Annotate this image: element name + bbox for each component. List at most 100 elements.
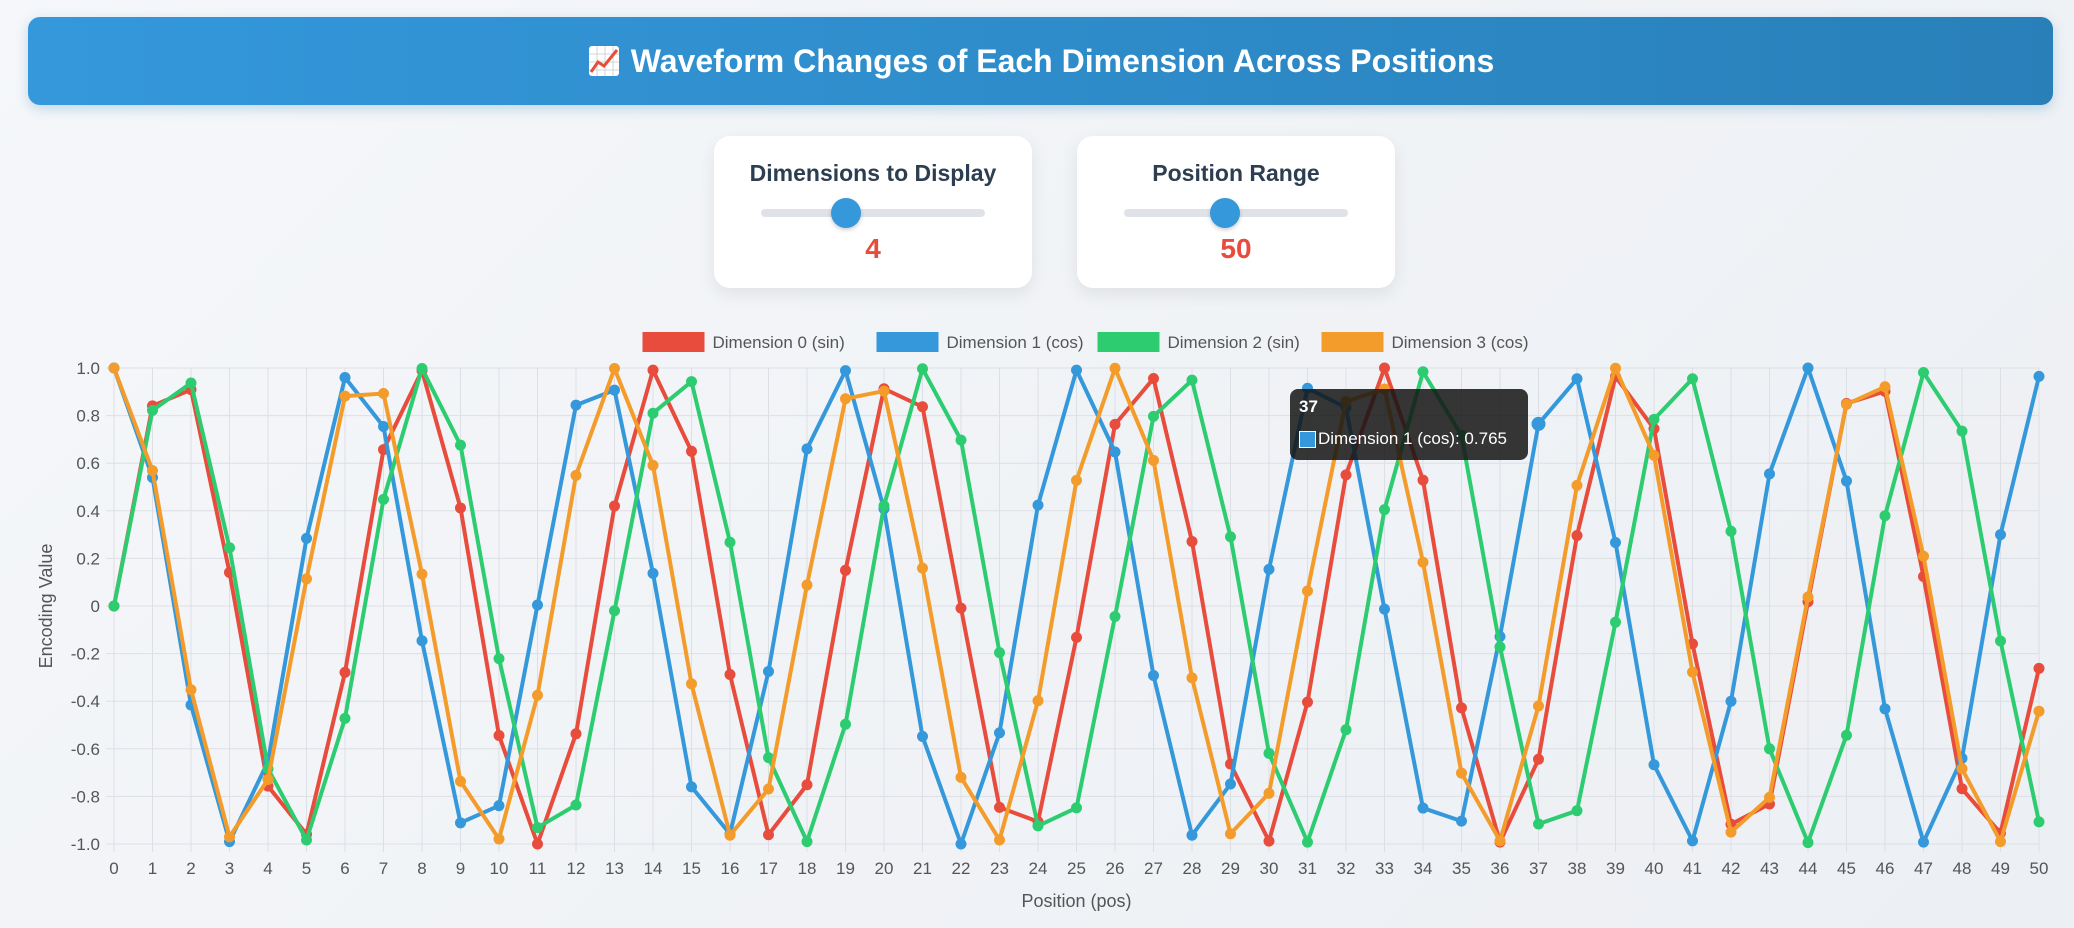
data-point [1109, 446, 1121, 458]
data-point [1687, 835, 1698, 847]
data-point [1764, 468, 1775, 480]
data-point [686, 781, 697, 793]
legend-item[interactable]: Dimension 3 (cos) [1321, 332, 1529, 352]
legend-label: Dimension 3 (cos) [1392, 333, 1529, 352]
data-point [108, 362, 120, 374]
data-point [1725, 695, 1737, 707]
dimensions-slider[interactable] [761, 198, 985, 228]
y-tick-label: 0.4 [76, 502, 100, 521]
x-tick-label: 44 [1799, 859, 1818, 878]
data-point [1032, 695, 1044, 707]
x-tick-label: 11 [529, 859, 547, 878]
data-point [1533, 700, 1544, 712]
data-point [1225, 828, 1236, 840]
data-point [455, 817, 466, 829]
data-point [724, 536, 736, 548]
data-point [1764, 743, 1775, 755]
data-point [955, 434, 967, 446]
data-point [1225, 531, 1236, 543]
data-point [609, 500, 620, 512]
data-point [1186, 374, 1198, 386]
data-point [532, 838, 543, 850]
data-point [1725, 525, 1737, 537]
legend-item[interactable]: Dimension 1 (cos) [876, 332, 1084, 352]
legend-item[interactable]: Dimension 0 (sin) [642, 332, 845, 352]
data-point [416, 362, 428, 374]
data-point [1802, 591, 1814, 603]
tooltip-swatch [1299, 430, 1316, 448]
x-tick-label: 2 [186, 859, 195, 878]
chart-increasing-icon [587, 44, 621, 78]
data-point [917, 562, 928, 574]
data-point [224, 542, 235, 554]
waveform-chart[interactable]: 1.00.80.60.40.20-0.2-0.4-0.6-0.8-1.00 1 2 3… [0, 320, 2074, 928]
tooltip-title: 37 [1299, 397, 1318, 416]
data-point [1648, 413, 1660, 425]
x-tick-label: 29 [1221, 859, 1240, 878]
data-point [1340, 724, 1352, 736]
legend-item[interactable]: Dimension 2 (sin) [1097, 332, 1300, 352]
data-point [2033, 370, 2045, 382]
data-point [1456, 767, 1467, 779]
x-tick-label: 14 [644, 859, 663, 878]
position-range-slider-thumb[interactable] [1209, 198, 1240, 228]
position-range-slider[interactable] [1124, 198, 1348, 228]
data-point [1956, 763, 1968, 775]
data-point [108, 600, 120, 612]
data-point [455, 775, 466, 787]
dimensions-control-card: Dimensions to Display 4 [714, 136, 1032, 288]
x-tick-label: 30 [1260, 859, 1279, 878]
data-point [1725, 826, 1737, 838]
x-tick-label: 38 [1568, 859, 1587, 878]
data-point [185, 377, 197, 389]
data-point [1302, 696, 1313, 708]
chart-tooltip: 37 Dimension 1 (cos): 0.765 [1290, 389, 1528, 460]
data-point [455, 439, 466, 451]
data-point [955, 838, 967, 850]
data-point [840, 393, 851, 405]
data-point [647, 459, 659, 471]
x-tick-label: 24 [1029, 859, 1048, 878]
data-point [1918, 550, 1929, 562]
data-point [570, 728, 582, 740]
data-point [1071, 474, 1082, 486]
data-point [1109, 418, 1121, 430]
data-point [1648, 759, 1660, 771]
legend-label: Dimension 0 (sin) [713, 333, 845, 352]
y-tick-label: -1.0 [71, 835, 100, 854]
tooltip-text: Dimension 1 (cos): 0.765 [1318, 429, 1507, 448]
data-point [1379, 504, 1390, 516]
data-point [1995, 529, 2006, 541]
data-point [416, 635, 428, 647]
x-tick-label: 35 [1452, 859, 1471, 878]
data-point [1533, 753, 1544, 765]
data-point [1263, 787, 1275, 799]
page-header: Waveform Changes of Each Dimension Acros… [28, 17, 2053, 105]
data-point [609, 605, 620, 617]
data-point [878, 385, 890, 397]
x-axis-title: Position (pos) [1021, 891, 1131, 911]
data-point [840, 718, 851, 730]
data-point [686, 445, 697, 457]
data-point [647, 364, 659, 376]
legend-swatch [876, 332, 939, 352]
x-tick-label: 37 [1529, 859, 1548, 878]
x-tick-label: 23 [990, 859, 1009, 878]
data-point [2033, 816, 2045, 828]
x-tick-label: 25 [1067, 859, 1086, 878]
x-tick-label: 19 [836, 859, 855, 878]
data-point [1571, 530, 1583, 542]
page-title: Waveform Changes of Each Dimension Acros… [630, 42, 1495, 79]
y-tick-label: -0.2 [71, 645, 100, 664]
data-point [994, 801, 1005, 813]
data-point [763, 665, 774, 677]
data-point [955, 771, 967, 783]
x-tick-label: 41 [1683, 859, 1702, 878]
y-tick-label: 0.8 [76, 407, 100, 426]
dimensions-slider-thumb[interactable] [831, 198, 862, 228]
data-point [1687, 373, 1698, 385]
x-tick-label: 43 [1760, 859, 1779, 878]
data-point [955, 602, 967, 614]
x-tick-label: 27 [1144, 859, 1163, 878]
data-point [1071, 364, 1082, 376]
